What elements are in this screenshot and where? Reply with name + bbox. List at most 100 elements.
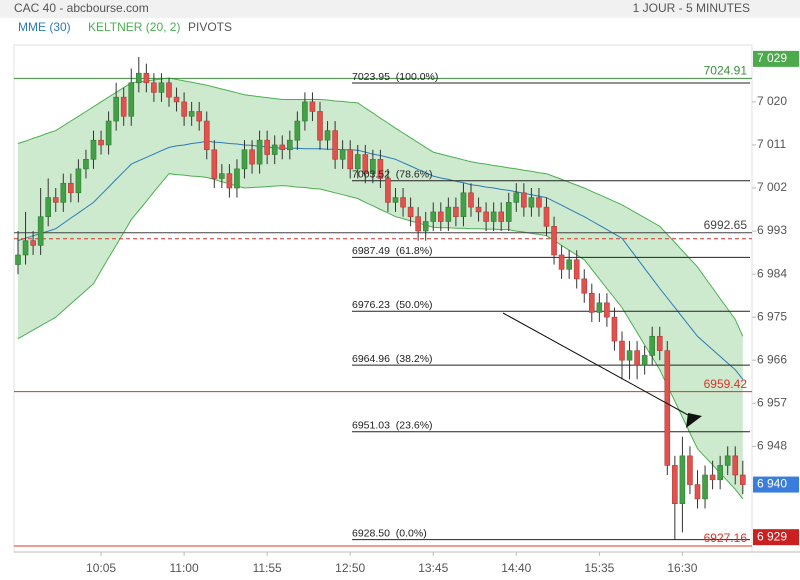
candle-body (37, 216, 44, 246)
candle-body (332, 130, 338, 160)
x-tick-label: 11:00 (170, 561, 199, 575)
candle-body (392, 197, 399, 203)
candle-body (679, 455, 686, 504)
candle-body (656, 335, 663, 351)
pivot-label: 7024.91 (704, 64, 748, 78)
fib-label: 6976.23 (50.0%) (352, 299, 433, 311)
candle-body (588, 292, 595, 313)
candle-body (687, 455, 693, 485)
candle-body (505, 202, 512, 222)
candle-body (407, 206, 414, 218)
candle-body (709, 474, 716, 481)
candle-body (558, 254, 565, 270)
candle-body (634, 350, 640, 366)
candle-body (158, 82, 165, 93)
candle-body (415, 216, 421, 232)
y-tick-label: 7 002 (757, 180, 787, 194)
y-tick-label: 6 993 (757, 223, 787, 237)
candle-body (672, 465, 678, 504)
y-tick-label: 6 975 (757, 309, 787, 323)
candle-body (286, 139, 293, 151)
candle-body (551, 225, 557, 256)
candle-body (302, 101, 308, 122)
candle-body (400, 197, 406, 208)
candle-body (445, 206, 452, 222)
candle-body (490, 211, 497, 222)
candle-body (619, 340, 625, 361)
pivot-label: 6927.16 (704, 531, 748, 545)
legend-mme[interactable]: MME (30) (18, 20, 71, 34)
x-tick-label: 16:30 (667, 561, 697, 575)
candle-body (136, 72, 142, 84)
pivot-label: 6959.42 (704, 377, 748, 391)
candle-body (271, 144, 278, 155)
candle-body (173, 96, 180, 103)
candle-body (664, 350, 671, 466)
y-tick-label: 6 984 (757, 266, 787, 280)
candle-body (724, 455, 731, 466)
candle-body (641, 355, 648, 366)
candle-body (460, 192, 467, 218)
candle-body (52, 197, 59, 203)
candle-body (219, 173, 225, 179)
price-marker-label: 6 929 (757, 529, 787, 543)
legend-keltner[interactable]: KELTNER (20, 2) (88, 20, 180, 34)
candle-body (166, 82, 172, 98)
price-marker-label: 6 940 (757, 477, 787, 491)
candle-body (339, 149, 346, 160)
candle-body (151, 82, 157, 93)
candle-body (15, 254, 21, 265)
candle-body (241, 149, 248, 170)
y-tick-label: 6 957 (757, 395, 787, 409)
header-bar (0, 0, 800, 18)
candle-body (196, 111, 202, 122)
candle-body (279, 144, 286, 151)
candle-body (181, 101, 187, 117)
candle-body (60, 182, 67, 203)
candle-body (188, 111, 195, 117)
candle-body (626, 350, 633, 361)
candle-body (120, 96, 127, 117)
candle-body (256, 139, 263, 165)
candle-body (604, 302, 610, 318)
candle-body (347, 149, 354, 170)
candle-body (702, 474, 708, 500)
fib-label: 6951.03 (23.6%) (352, 420, 433, 432)
candle-body (475, 206, 482, 213)
candle-body (739, 474, 746, 485)
x-tick-label: 11:55 (253, 561, 282, 575)
candle-body (317, 111, 323, 141)
candle-body (113, 96, 119, 122)
candle-body (143, 72, 150, 84)
x-tick-label: 12:50 (335, 561, 365, 575)
price-marker (753, 529, 799, 546)
candle-body (694, 484, 701, 500)
candle-body (234, 168, 240, 189)
y-tick-label: 7 020 (757, 94, 787, 108)
candle-body (468, 192, 474, 208)
fib-label: 6964.96 (38.2%) (352, 353, 433, 365)
candle-body (521, 192, 527, 208)
keltner-lower (17, 173, 744, 500)
legend-pivots[interactable]: PIVOTS (188, 20, 232, 34)
period-label: 1 JOUR - 5 MINUTES (633, 1, 750, 15)
candle-body (324, 130, 331, 141)
candle-body (370, 159, 376, 174)
candle-body (543, 206, 550, 227)
x-tick-label: 13:45 (418, 561, 448, 575)
x-tick-label: 15:35 (584, 561, 614, 575)
candle-body (573, 259, 580, 280)
fib-label: 7023.95 (100.0%) (352, 71, 438, 83)
fib-label: 7003.52 (78.6%) (352, 169, 433, 181)
candle-body (717, 465, 723, 481)
candle-body (422, 221, 429, 232)
candle-body (498, 211, 505, 222)
candle-body (528, 197, 535, 208)
candle-body (45, 197, 52, 218)
price-marker (753, 476, 799, 493)
candle-body (203, 120, 210, 151)
candle-body (354, 154, 361, 170)
price-marker (753, 50, 799, 67)
candle-body (105, 120, 112, 146)
